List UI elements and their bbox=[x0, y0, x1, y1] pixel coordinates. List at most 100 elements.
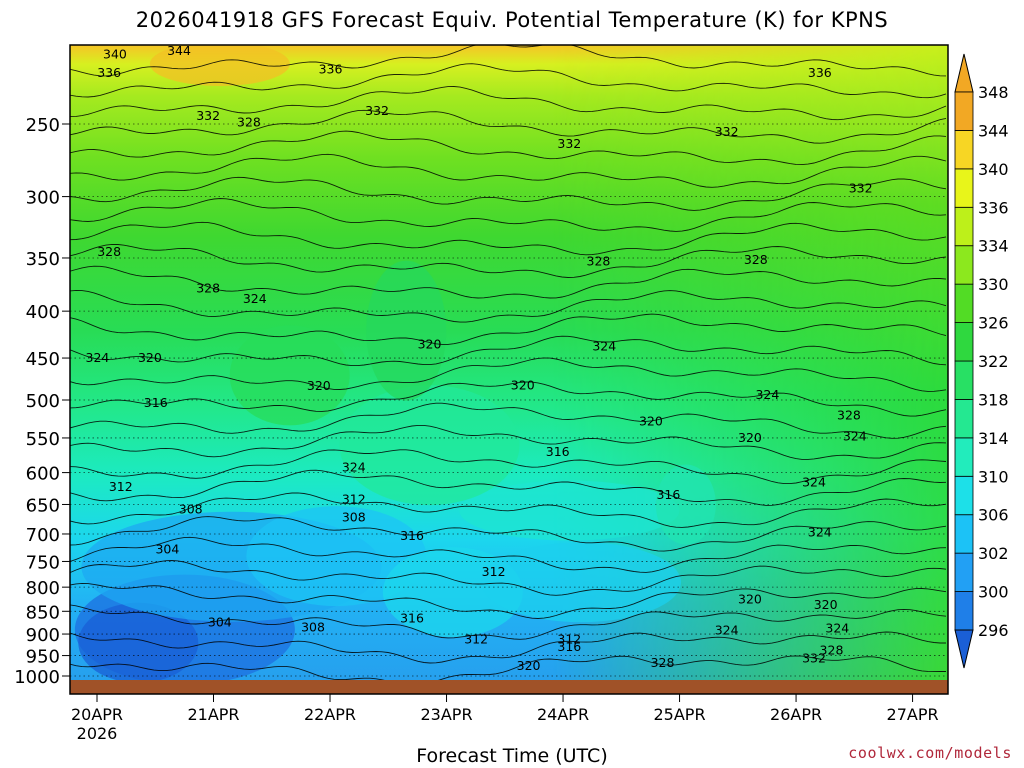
contour-line bbox=[70, 469, 947, 506]
y-tick-label: 1000 bbox=[14, 667, 60, 688]
y-tick-label: 700 bbox=[26, 525, 60, 546]
watermark-text[interactable]: coolwx.com/models bbox=[848, 744, 1012, 762]
x-tick-label: 21APR bbox=[187, 705, 239, 724]
colorbar-swatch bbox=[954, 552, 974, 592]
contour-label: 320 bbox=[639, 414, 663, 429]
contour-label: 308 bbox=[301, 619, 325, 634]
contour-line bbox=[70, 109, 947, 144]
y-tick-label: 600 bbox=[26, 464, 60, 485]
contour-label: 332 bbox=[849, 181, 873, 196]
y-tick-label: 800 bbox=[26, 578, 60, 599]
contour-label: 344 bbox=[167, 43, 191, 58]
contour-line bbox=[70, 198, 947, 232]
contour-line bbox=[70, 86, 947, 121]
contour-line bbox=[70, 604, 947, 640]
contour-line bbox=[70, 536, 947, 573]
y-tick-label: 950 bbox=[26, 647, 60, 668]
colorbar-bottom-arrow bbox=[954, 629, 974, 669]
contour-label: 336 bbox=[808, 65, 832, 80]
contour-label: 324 bbox=[243, 291, 267, 306]
x-axis-title: Forecast Time (UTC) bbox=[416, 745, 608, 767]
contour-label: 320 bbox=[511, 377, 535, 392]
contour-label: 320 bbox=[307, 378, 331, 393]
contour-label: 316 bbox=[400, 611, 424, 626]
contour-label: 324 bbox=[592, 338, 616, 353]
y-tick-label: 550 bbox=[26, 429, 60, 450]
y-tick-label: 750 bbox=[26, 552, 60, 573]
contour-label: 312 bbox=[482, 564, 506, 579]
contour-line bbox=[70, 289, 947, 323]
contour-label: 320 bbox=[138, 350, 162, 365]
contour-label: 320 bbox=[814, 597, 838, 612]
contour-line bbox=[70, 221, 947, 256]
contour-label: 312 bbox=[342, 492, 366, 507]
contour-label: 320 bbox=[418, 337, 442, 352]
y-tick-label: 300 bbox=[26, 188, 60, 209]
ground-strip bbox=[70, 680, 948, 694]
y-tick-label: 850 bbox=[26, 602, 60, 623]
contour-label: 320 bbox=[738, 591, 762, 606]
field-pocket bbox=[339, 385, 520, 506]
contour-label: 312 bbox=[109, 479, 133, 494]
contour-label: 324 bbox=[86, 350, 110, 365]
x-tick-label: 20APR bbox=[71, 705, 123, 724]
contour-label: 332 bbox=[365, 103, 389, 118]
y-tick-label: 650 bbox=[26, 495, 60, 516]
colorbar-swatch bbox=[954, 437, 974, 477]
contour-label: 304 bbox=[208, 614, 232, 629]
colorbar-label: 300 bbox=[978, 583, 1009, 602]
contour-label: 340 bbox=[103, 47, 127, 62]
contour-line bbox=[70, 492, 947, 528]
contour-label: 328 bbox=[837, 408, 861, 423]
colorbar-swatch bbox=[954, 514, 974, 554]
contour-label: 332 bbox=[196, 108, 220, 123]
contour-label: 332 bbox=[715, 124, 739, 139]
contour-label: 328 bbox=[587, 253, 611, 268]
field-pocket bbox=[480, 542, 681, 623]
contour-label: 332 bbox=[557, 136, 581, 151]
colorbar-swatch bbox=[954, 130, 974, 170]
colorbar-label: 336 bbox=[978, 198, 1009, 217]
contour-line bbox=[70, 582, 947, 619]
contour-label: 324 bbox=[802, 474, 826, 489]
colorbar-label: 334 bbox=[978, 237, 1009, 256]
contour-label: 328 bbox=[820, 643, 844, 658]
colorbar-swatch bbox=[954, 206, 974, 247]
contour-label: 316 bbox=[400, 528, 424, 543]
x-tick-label: 24APR bbox=[537, 705, 589, 724]
contour-line bbox=[70, 313, 947, 345]
contour-label: 324 bbox=[808, 524, 832, 539]
contour-label: 320 bbox=[517, 658, 541, 673]
colorbar-label: 322 bbox=[978, 352, 1009, 371]
y-tick-label: 450 bbox=[26, 349, 60, 370]
contour-label: 308 bbox=[179, 501, 203, 516]
contour-label: 328 bbox=[237, 114, 261, 129]
contour-label: 324 bbox=[342, 459, 366, 474]
contour-line bbox=[70, 265, 947, 299]
y-tick-label: 900 bbox=[26, 625, 60, 646]
colorbar-label: 348 bbox=[978, 83, 1009, 102]
colorbar-label: 302 bbox=[978, 544, 1009, 563]
contour-line bbox=[70, 176, 947, 211]
contour-line bbox=[70, 449, 947, 485]
field-pocket bbox=[78, 602, 199, 680]
y-tick-label: 350 bbox=[26, 249, 60, 270]
colorbar-swatch bbox=[954, 168, 974, 208]
contour-line bbox=[70, 335, 947, 367]
colorbar-label: 330 bbox=[978, 275, 1009, 294]
colorbar-top-arrow bbox=[954, 53, 974, 93]
contour-label: 324 bbox=[825, 621, 849, 636]
contour-line bbox=[70, 655, 946, 680]
colorbar-label: 314 bbox=[978, 429, 1009, 448]
x-tick-label: 26APR bbox=[770, 705, 822, 724]
x-tick-label: 25APR bbox=[654, 705, 706, 724]
contour-label: 328 bbox=[196, 281, 220, 296]
x-tick-label: 22APR bbox=[304, 705, 356, 724]
contour-line bbox=[70, 357, 947, 392]
colorbar-swatch bbox=[954, 591, 974, 631]
contour-label: 316 bbox=[546, 444, 570, 459]
contour-label: 328 bbox=[651, 655, 675, 670]
contour-label: 312 bbox=[464, 631, 488, 646]
contour-label: 328 bbox=[744, 252, 768, 267]
contour-label: 304 bbox=[155, 542, 179, 557]
